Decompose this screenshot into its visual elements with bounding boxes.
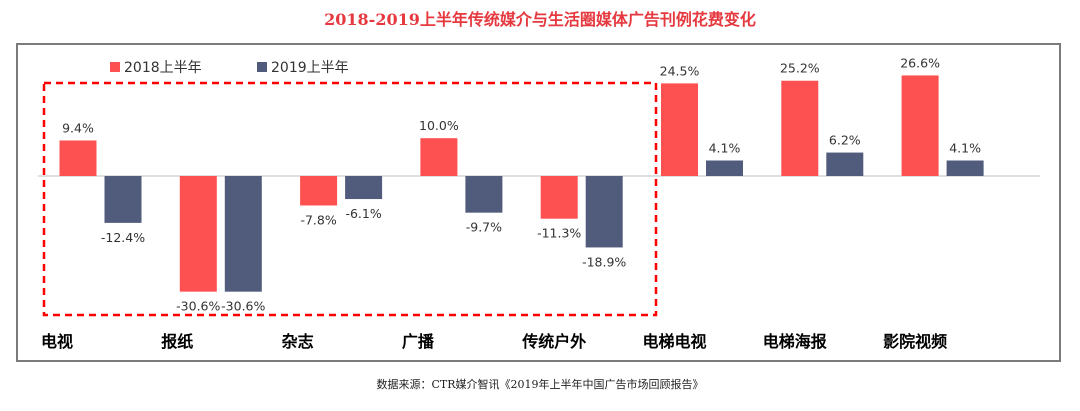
- legend-swatch-2019: [257, 62, 267, 72]
- bar-2019-0: [104, 176, 142, 223]
- x-tick-label: 报纸: [161, 332, 193, 351]
- data-label: 4.1%: [709, 141, 741, 156]
- bar-2019-2: [345, 176, 383, 200]
- data-label: -30.6%: [176, 299, 220, 314]
- data-label: -6.1%: [345, 206, 381, 221]
- x-tick-label: 电梯电视: [643, 332, 707, 351]
- bar-2019-3: [465, 176, 503, 213]
- bar-2018-6: [781, 80, 819, 176]
- bar-2018-0: [59, 140, 97, 176]
- data-label: -12.4%: [101, 230, 145, 245]
- bar-2018-1: [179, 176, 217, 292]
- x-tick-label: 影院视频: [883, 332, 947, 351]
- chart-title: 2018-2019上半年传统媒介与生活圈媒体广告刊例花费变化: [324, 10, 756, 29]
- bar-2019-4: [585, 176, 623, 248]
- source-note: 数据来源：CTR媒介智讯《2019年上半年中国广告市场回顾报告》: [376, 378, 704, 391]
- data-label: -11.3%: [537, 226, 581, 241]
- bar-2019-5: [706, 160, 743, 176]
- data-label: 9.4%: [62, 120, 94, 135]
- x-tick-label: 电视: [41, 332, 73, 351]
- bar-2019-1: [224, 176, 262, 292]
- bar-2018-3: [420, 138, 458, 176]
- legend-swatch-2018: [110, 62, 120, 72]
- data-label: 24.5%: [660, 63, 700, 78]
- bar-2018-5: [661, 83, 698, 176]
- highlight-box: [42, 81, 658, 317]
- legend-label: 2018上半年: [124, 60, 202, 76]
- bar-2019-7: [946, 160, 984, 176]
- data-label: -7.8%: [300, 212, 336, 227]
- data-label: -18.9%: [582, 254, 626, 269]
- bar-2019-6: [826, 152, 864, 176]
- data-label: 25.2%: [780, 61, 820, 76]
- x-tick-label: 电梯海报: [763, 332, 827, 351]
- data-label: 4.1%: [949, 141, 981, 156]
- data-label: 6.2%: [829, 133, 861, 148]
- legend-label: 2019上半年: [271, 60, 349, 76]
- chart-frame: [16, 43, 1061, 362]
- data-label: -9.7%: [466, 220, 502, 235]
- x-tick-label: 杂志: [282, 332, 314, 351]
- bar-2018-2: [300, 176, 338, 206]
- bar-2018-7: [901, 75, 939, 176]
- data-label: 26.6%: [900, 55, 940, 70]
- data-label: -30.6%: [221, 299, 265, 314]
- x-tick-label: 广播: [402, 332, 435, 351]
- data-label: 10.0%: [419, 118, 459, 133]
- bar-2018-4: [540, 176, 578, 219]
- x-tick-label: 传统户外: [521, 332, 586, 351]
